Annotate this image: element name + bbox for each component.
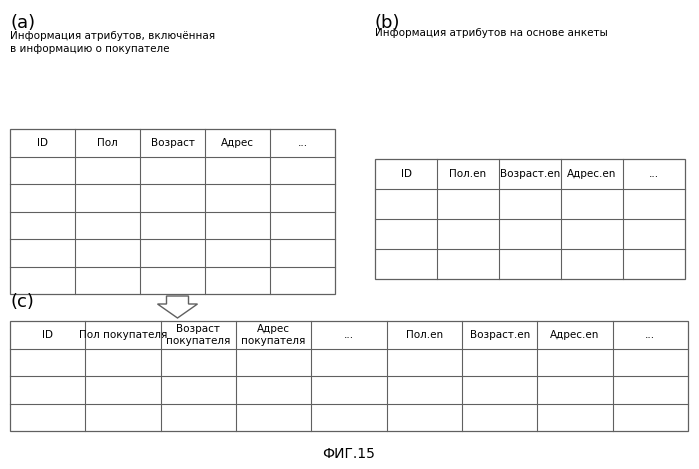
Text: ...: ... [649,169,659,179]
Bar [10,321,688,431]
Text: Возраст: Возраст [150,138,194,148]
Text: ID: ID [401,169,412,179]
Text: (b): (b) [375,14,401,32]
Text: Адрес
покупателя: Адрес покупателя [241,324,306,346]
Text: Адрес.en: Адрес.en [550,330,600,340]
Text: ...: ... [344,330,354,340]
Text: ID: ID [42,330,53,340]
Bar [10,129,335,294]
Text: Возраст.en: Возраст.en [470,330,530,340]
Text: ID: ID [37,138,48,148]
Bar [375,159,685,279]
Text: Возраст.en: Возраст.en [500,169,560,179]
Text: ФИГ.15: ФИГ.15 [322,447,375,461]
FancyArrow shape [157,296,198,318]
Text: Информация атрибутов на основе анкеты: Информация атрибутов на основе анкеты [375,28,607,38]
Text: Адрес.en: Адрес.en [568,169,617,179]
Text: Пол.en: Пол.en [449,169,487,179]
Text: ...: ... [298,138,308,148]
Text: Пол: Пол [97,138,118,148]
Text: (a): (a) [10,14,35,32]
Text: Возраст
покупателя: Возраст покупателя [166,324,231,346]
Text: (c): (c) [10,293,34,311]
Text: ...: ... [645,330,656,340]
Text: Пол покупателя: Пол покупателя [79,330,167,340]
Text: Пол.en: Пол.en [406,330,443,340]
Text: Адрес: Адрес [221,138,254,148]
Text: Информация атрибутов, включённая
в информацию о покупателе: Информация атрибутов, включённая в инфор… [10,31,215,54]
